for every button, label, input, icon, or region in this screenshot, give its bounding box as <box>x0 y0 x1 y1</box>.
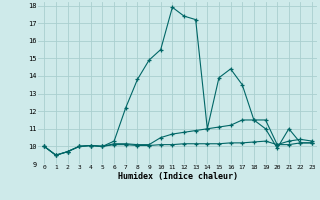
X-axis label: Humidex (Indice chaleur): Humidex (Indice chaleur) <box>118 172 238 181</box>
